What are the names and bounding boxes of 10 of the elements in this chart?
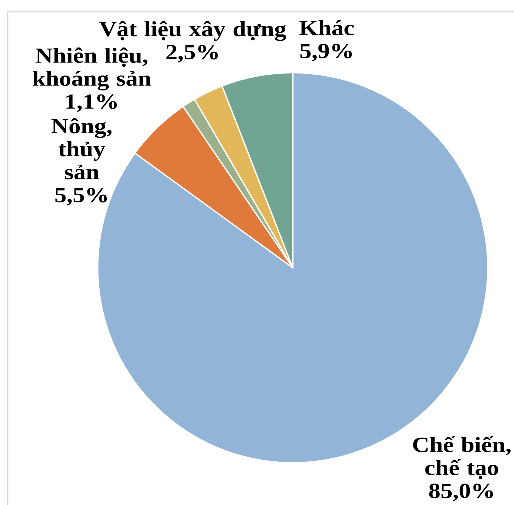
data-label: 5,9% — [300, 44, 352, 62]
data-label: 1,1% — [66, 94, 118, 112]
slice-label: Vật liệu xây dựng — [100, 21, 286, 42]
slice-label: Nông, thủy sản — [52, 118, 112, 180]
data-label: 85,0% — [429, 484, 494, 502]
data-label: 2,5% — [166, 45, 218, 63]
slice-label: Khác — [300, 20, 354, 36]
slice-label: Chế biến, chế tạo — [413, 436, 511, 480]
data-label: 5,5% — [56, 188, 108, 206]
slice-label: Nhiên liệu, khoáng sản — [32, 48, 152, 91]
